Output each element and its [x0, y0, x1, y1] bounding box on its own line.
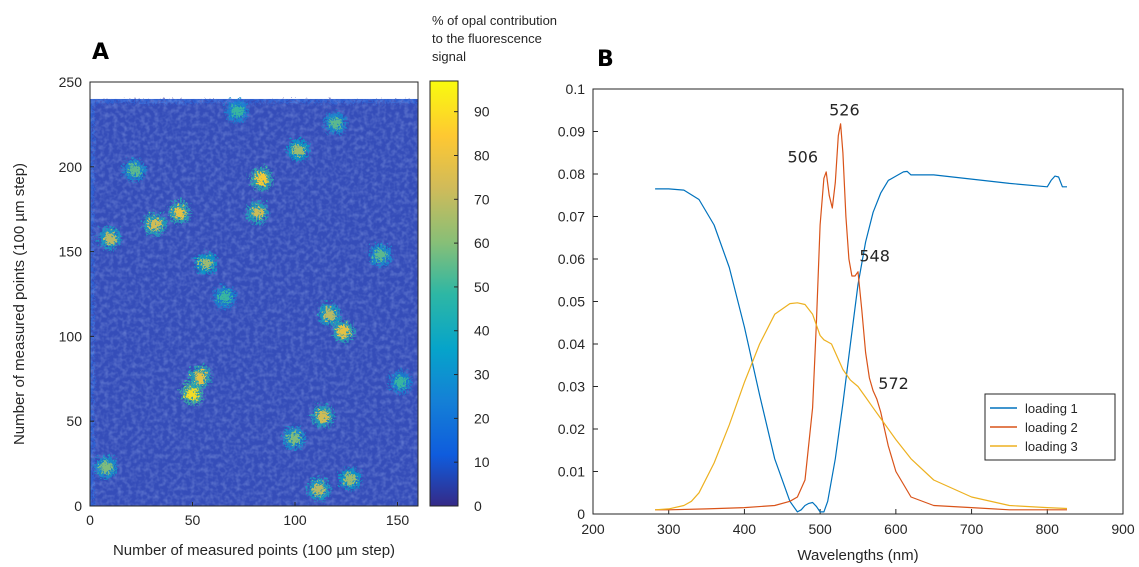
peak-label: 572 — [878, 374, 909, 393]
peak-label: 526 — [829, 100, 860, 119]
heatmap-hotspot — [252, 169, 265, 182]
x-tick-label: 400 — [733, 521, 757, 537]
legend-entry: loading 2 — [1025, 420, 1078, 435]
x-tick-label: 100 — [283, 512, 307, 528]
y-tick-label: 100 — [59, 328, 83, 344]
heatmap-hotspot — [340, 469, 353, 482]
y-tick-label: 0.05 — [558, 294, 585, 310]
x-tick-label: 900 — [1111, 521, 1135, 537]
peak-label: 506 — [787, 148, 818, 167]
heatmap-hotspot — [215, 288, 228, 300]
heatmap-hotspot — [145, 215, 158, 228]
heatmap-hotspot — [391, 372, 404, 385]
y-tick-label: 250 — [59, 74, 83, 90]
y-tick-label: 0.09 — [558, 124, 585, 140]
colorbar-title-line: signal — [432, 49, 466, 64]
legend: loading 1 loading 2 loading 3 — [984, 393, 1116, 461]
line-axes: 200 300 400 500 600 700 800 900 0 0.01 0.02 0.03 0.0… — [558, 81, 1135, 564]
series-line-3 — [655, 302, 1068, 511]
x-tick-label: 800 — [1036, 521, 1060, 537]
x-tick-label: 0 — [86, 512, 94, 528]
series-line-2 — [655, 123, 1067, 511]
x-tick-label: 150 — [386, 512, 410, 528]
heatmap-hotspot — [227, 101, 240, 114]
heatmap-hotspot — [371, 245, 383, 258]
heatmap-hotspot — [334, 321, 347, 334]
y-tick-label: 0.06 — [558, 251, 585, 267]
heatmap-hotspot — [125, 160, 137, 173]
heatmap-hotspot — [319, 304, 332, 317]
y-tick-label: 0.08 — [558, 166, 585, 182]
colorbar-gradient — [429, 80, 459, 507]
y-tick-label: 0 — [577, 506, 585, 522]
y-tick-label: 0.07 — [558, 209, 585, 225]
legend-entry: loading 3 — [1025, 439, 1078, 454]
heatmap-hotspot — [100, 228, 113, 241]
colorbar: 0 10 20 30 40 50 60 70 80 90 — [429, 80, 490, 514]
heatmap-frame — [89, 81, 419, 507]
colorbar-tick-label: 70 — [474, 191, 490, 207]
y-tick-label: 0.1 — [566, 81, 586, 97]
peak-annotations: 506 526 548 572 — [787, 100, 908, 393]
colorbar-tick-label: 40 — [474, 323, 490, 339]
colorbar-title: % of opal contribution to the fluorescen… — [432, 12, 557, 66]
y-tick-label: 0 — [74, 498, 82, 514]
x-tick-label: 200 — [581, 521, 605, 537]
colorbar-tick-label: 60 — [474, 235, 490, 251]
colorbar-tick-label: 0 — [474, 498, 482, 514]
heatmap-hotspot — [313, 406, 326, 419]
y-tick-label: 0.03 — [558, 379, 585, 395]
colorbar-tick-label: 90 — [474, 104, 490, 120]
colorbar-title-line: % of opal contribution — [432, 13, 558, 28]
colorbar-tick-label: 50 — [474, 279, 490, 295]
heatmap-hotspots — [91, 96, 409, 497]
x-tick-label: 300 — [657, 521, 681, 537]
y-tick-label: 0.01 — [558, 464, 585, 480]
y-tick-label: 150 — [59, 244, 83, 260]
y-tick-label: 0.04 — [558, 336, 585, 352]
heatmap-hotspot — [248, 203, 260, 216]
x-axis-label: Wavelengths (nm) — [797, 547, 918, 564]
y-axis-label: Number of measured points (100 µm step) — [11, 163, 28, 445]
heatmap-hotspot — [96, 457, 109, 470]
heatmap-axes: 0 50 100 150 0 50 100 150 200 250 Number of measur… — [11, 74, 419, 559]
x-tick-label: 600 — [884, 521, 908, 537]
y-tick-label: 50 — [66, 413, 82, 429]
heatmap-field — [90, 96, 418, 506]
heatmap-hotspot — [182, 384, 195, 397]
series-line-1 — [655, 170, 1067, 513]
x-tick-label: 700 — [960, 521, 984, 537]
x-tick-label: 500 — [808, 521, 832, 537]
heatmap-image — [90, 96, 418, 506]
heatmap-hotspot — [284, 428, 297, 441]
peak-label: 548 — [859, 247, 890, 266]
heatmap-hotspot — [289, 140, 301, 153]
heatmap-hotspot — [325, 113, 338, 126]
heatmap-hotspot — [196, 254, 209, 267]
panel-a-label: A — [92, 40, 110, 65]
colorbar-tick-label: 10 — [474, 454, 490, 470]
panel-b-label: B — [597, 47, 614, 72]
series-lines — [655, 123, 1068, 513]
x-axis-label: Number of measured points (100 µm step) — [113, 542, 395, 559]
y-tick-label: 200 — [59, 159, 83, 175]
colorbar-tick-label: 30 — [474, 367, 490, 383]
colorbar-title-line: to the fluorescence — [432, 31, 542, 46]
legend-entry: loading 1 — [1025, 401, 1078, 416]
y-tick-label: 0.02 — [558, 421, 585, 437]
x-tick-label: 50 — [185, 512, 201, 528]
colorbar-tick-label: 80 — [474, 147, 490, 163]
colorbar-tick-label: 20 — [474, 410, 490, 426]
heatmap-hotspot — [190, 367, 203, 380]
heatmap-hotspot — [170, 203, 183, 216]
heatmap-hotspot — [309, 479, 322, 492]
